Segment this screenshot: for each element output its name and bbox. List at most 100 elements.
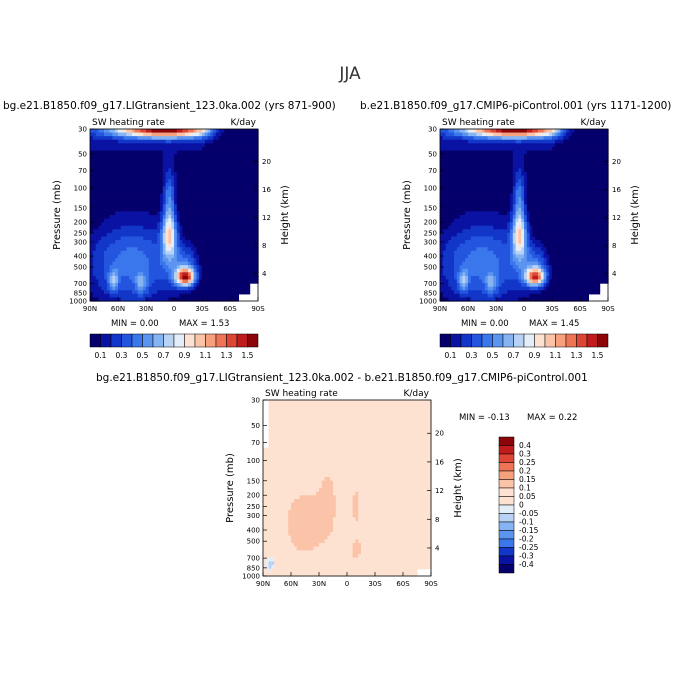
field-cell [227, 139, 231, 144]
field-cell [484, 197, 489, 202]
field-cell [238, 197, 242, 202]
field-cell [566, 240, 570, 245]
field-cell [221, 225, 225, 230]
field-cell [594, 161, 598, 166]
field-cell [440, 218, 444, 223]
field-cell [594, 200, 598, 205]
field-cell [244, 222, 248, 227]
field-cell [106, 200, 111, 205]
field-cell [529, 164, 533, 170]
field-cell [479, 225, 483, 230]
field-cell [185, 150, 189, 155]
field-cell [510, 200, 514, 205]
field-cell [168, 161, 172, 166]
field-cell [585, 193, 589, 198]
field-cell [146, 157, 150, 162]
field-cell [577, 164, 581, 170]
field-cell [459, 204, 463, 209]
field-cell [140, 240, 144, 245]
field-cell [515, 189, 519, 195]
field-cell [213, 225, 217, 230]
field-cell [157, 265, 161, 270]
field-cell [104, 175, 108, 180]
field-cell [504, 182, 508, 187]
field-cell [129, 139, 133, 144]
field-cell [605, 229, 609, 234]
field-cell [120, 164, 125, 170]
field-cell [476, 143, 480, 148]
field-cell [468, 250, 472, 256]
field-cell [104, 179, 108, 184]
field-cell [162, 143, 167, 148]
field-cell [182, 139, 186, 144]
field-cell [154, 297, 158, 302]
field-cell [554, 164, 559, 170]
field-cell [487, 139, 491, 144]
field-cell [456, 197, 461, 202]
field-cell [563, 247, 567, 252]
field-cell [221, 132, 225, 137]
field-cell [515, 211, 519, 216]
field-cell [599, 200, 603, 205]
field-cell [137, 265, 141, 270]
field-cell [165, 218, 169, 223]
field-cell [235, 265, 239, 270]
field-cell [168, 168, 172, 173]
field-cell [98, 175, 102, 180]
field-cell [112, 211, 116, 216]
field-cell [448, 175, 452, 180]
field-cell [204, 189, 209, 195]
field-cell [462, 172, 466, 177]
field-cell [605, 240, 609, 245]
field-cell [151, 222, 155, 227]
field-cell [188, 139, 192, 144]
field-cell [137, 247, 141, 252]
field-cell [106, 297, 111, 302]
field-cell [563, 207, 567, 213]
field-cell [112, 186, 116, 191]
field-cell [473, 200, 477, 205]
field-cell [529, 186, 533, 191]
field-cell [126, 254, 130, 259]
field-cell [448, 240, 452, 245]
field-cell [560, 172, 564, 177]
field-cell [109, 240, 113, 245]
field-cell [157, 225, 161, 230]
field-cell [510, 193, 514, 198]
field-cell [571, 129, 575, 134]
field-cell [512, 240, 517, 245]
field-cell [504, 232, 508, 238]
field-cell [588, 136, 592, 141]
field-cell [98, 157, 102, 162]
field-cell [157, 247, 161, 252]
field-cell [442, 161, 447, 166]
field-cell [510, 222, 514, 227]
field-cell [227, 179, 231, 184]
field-cell [227, 157, 231, 162]
field-cell [137, 222, 141, 227]
field-cell [448, 200, 452, 205]
field-cell [126, 150, 130, 155]
field-cell [554, 243, 559, 248]
field-cell [252, 168, 256, 173]
field-cell [549, 197, 553, 202]
field-cell [207, 240, 211, 245]
field-cell [210, 236, 214, 241]
field-cell [182, 297, 186, 302]
field-cell [560, 240, 564, 245]
field-cell [252, 164, 256, 170]
field-cell [456, 229, 461, 234]
field-cell [160, 225, 164, 230]
field-cell [580, 172, 584, 177]
field-cell [210, 175, 214, 180]
field-cell [462, 189, 466, 195]
field-cell [106, 268, 111, 273]
field-cell [199, 179, 203, 184]
field-cell [146, 211, 150, 216]
field-cell [538, 154, 542, 159]
field-cell [174, 222, 178, 227]
field-cell [165, 254, 169, 259]
field-cell [171, 240, 175, 245]
field-cell [244, 211, 248, 216]
field-cell [235, 197, 239, 202]
